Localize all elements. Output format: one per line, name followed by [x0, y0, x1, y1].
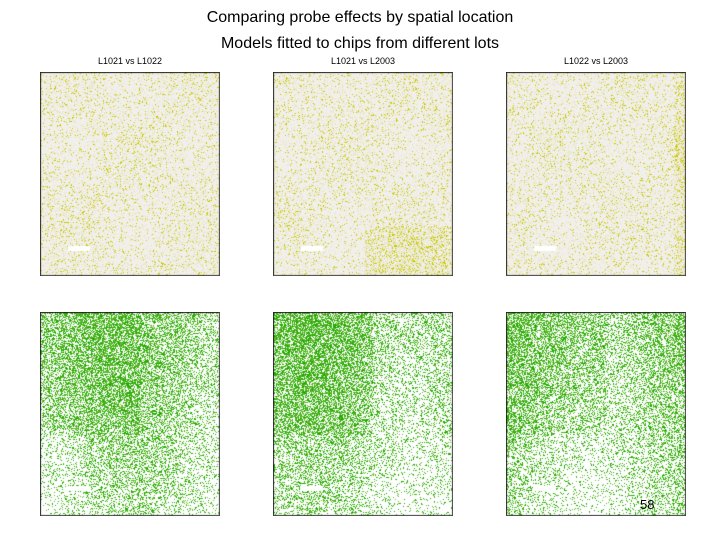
heatmap-canvas — [506, 72, 686, 276]
heatmap-panel — [506, 312, 686, 516]
heatmap-panel — [40, 72, 220, 276]
heatmap-canvas — [40, 312, 220, 516]
heatmap-panel — [506, 72, 686, 276]
heatmap-canvas — [40, 72, 220, 276]
slide-title: Comparing probe effects by spatial locat… — [206, 9, 514, 26]
heatmap-canvas — [273, 312, 453, 516]
heatmap-panel — [40, 312, 220, 516]
page-number: 58 — [640, 497, 655, 512]
heatmap-panel — [273, 312, 453, 516]
heatmap-canvas — [506, 312, 686, 516]
panel-label: L1021 vs L1022 — [97, 56, 163, 66]
panel-label: L1021 vs L2003 — [330, 56, 396, 66]
heatmap-panel — [273, 72, 453, 276]
slide-subtitle: Models fitted to chips from different lo… — [220, 35, 500, 52]
heatmap-canvas — [273, 72, 453, 276]
panel-label: L1022 vs L2003 — [563, 56, 629, 66]
